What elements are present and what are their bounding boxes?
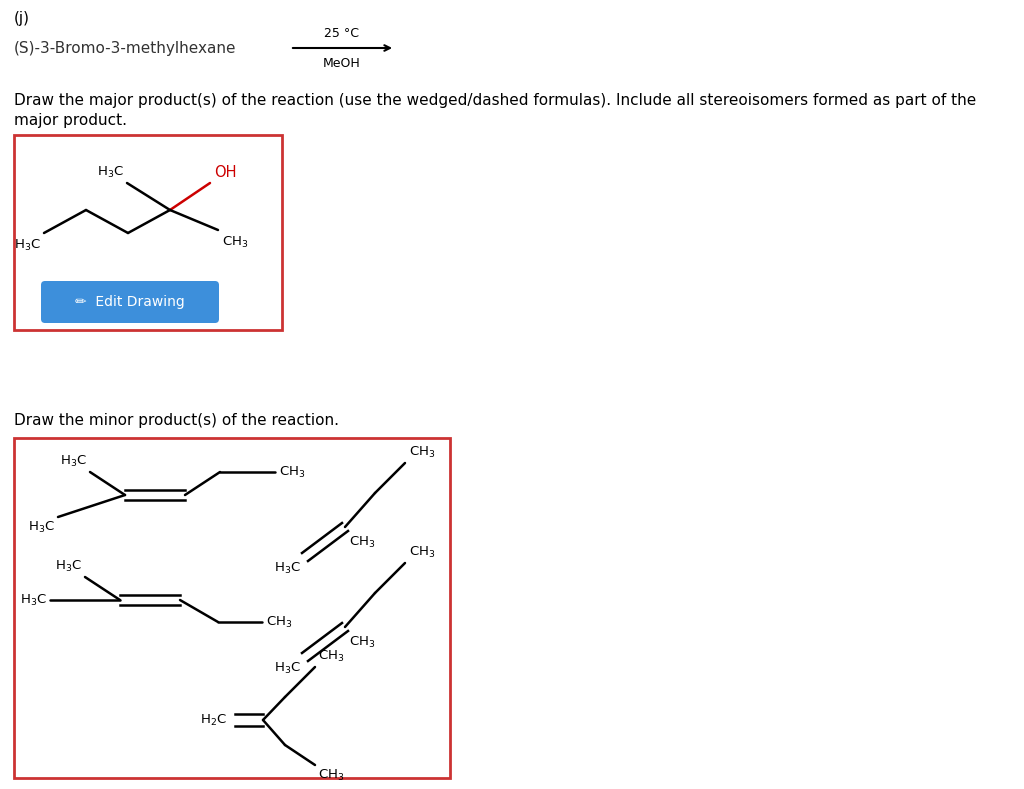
Text: $\mathregular{CH_3}$: $\mathregular{CH_3}$	[349, 635, 376, 650]
Text: (j): (j)	[14, 10, 30, 25]
Text: $\mathregular{H_3C}$: $\mathregular{H_3C}$	[20, 593, 47, 608]
Text: $\mathregular{CH_3}$: $\mathregular{CH_3}$	[318, 768, 344, 783]
Text: $\mathregular{CH_3}$: $\mathregular{CH_3}$	[409, 545, 435, 560]
Text: $\mathregular{CH_3}$: $\mathregular{CH_3}$	[349, 535, 376, 550]
Text: $\mathregular{H_3C}$: $\mathregular{H_3C}$	[274, 661, 301, 676]
Text: major product.: major product.	[14, 113, 127, 128]
FancyBboxPatch shape	[14, 438, 450, 778]
Text: $\mathregular{H_3C}$: $\mathregular{H_3C}$	[28, 520, 55, 535]
Text: $\mathregular{CH_3}$: $\mathregular{CH_3}$	[318, 649, 344, 664]
Text: 25 °C: 25 °C	[325, 27, 359, 39]
Text: $\mathregular{H_3C}$: $\mathregular{H_3C}$	[274, 561, 301, 576]
Text: $\mathregular{CH_3}$: $\mathregular{CH_3}$	[222, 235, 249, 250]
Text: $\mathregular{H_3C}$: $\mathregular{H_3C}$	[60, 454, 87, 469]
Text: $\mathregular{CH_3}$: $\mathregular{CH_3}$	[279, 465, 305, 480]
Text: (S)-3-Bromo-3-methylhexane: (S)-3-Bromo-3-methylhexane	[14, 40, 237, 55]
FancyBboxPatch shape	[14, 135, 282, 330]
Text: Draw the minor product(s) of the reaction.: Draw the minor product(s) of the reactio…	[14, 413, 339, 428]
Text: $\mathregular{H_3C}$: $\mathregular{H_3C}$	[14, 238, 41, 253]
Text: Draw the major product(s) of the reaction (use the wedged/dashed formulas). Incl: Draw the major product(s) of the reactio…	[14, 92, 976, 107]
Text: MeOH: MeOH	[324, 57, 360, 69]
Text: $\mathregular{H_3C}$: $\mathregular{H_3C}$	[97, 165, 124, 180]
Text: $\mathregular{CH_3}$: $\mathregular{CH_3}$	[409, 445, 435, 460]
Text: $\mathregular{H_3C}$: $\mathregular{H_3C}$	[55, 559, 82, 574]
Text: $\mathregular{H_2C}$: $\mathregular{H_2C}$	[200, 712, 227, 727]
FancyBboxPatch shape	[41, 281, 219, 323]
Text: ✏  Edit Drawing: ✏ Edit Drawing	[75, 295, 185, 309]
Text: OH: OH	[214, 165, 237, 180]
Text: $\mathregular{CH_3}$: $\mathregular{CH_3}$	[266, 615, 293, 630]
